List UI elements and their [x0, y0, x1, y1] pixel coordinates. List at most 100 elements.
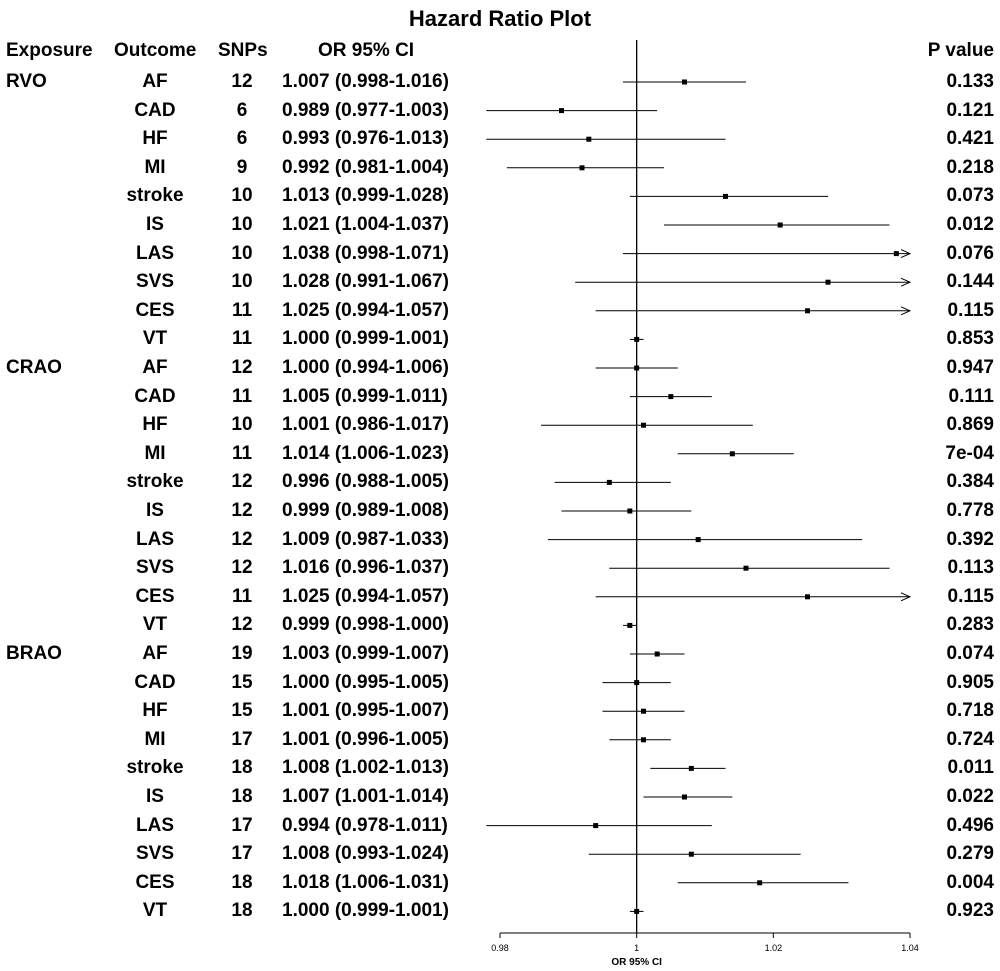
- point-estimate: [559, 108, 564, 114]
- point-estimate: [688, 851, 694, 857]
- outcome-label: CES: [135, 299, 175, 321]
- point-estimate: [627, 622, 633, 628]
- table-row: stroke 10 1.013 (0.999-1.028) 0.073: [0, 182, 1000, 210]
- point-estimate: [805, 594, 810, 600]
- snps-value: 17: [231, 843, 253, 865]
- outcome-label: CAD: [134, 99, 176, 121]
- x-tick-label: 1.04: [901, 943, 919, 953]
- table-row: IS 18 1.007 (1.001-1.014) 0.022: [0, 783, 1000, 811]
- header-outcome: Outcome: [114, 40, 197, 61]
- outcome-label: MI: [144, 156, 166, 178]
- or-ci-value: 0.989 (0.977-1.003): [282, 99, 449, 121]
- or-ci-value: 0.993 (0.976-1.013): [282, 128, 449, 150]
- point-estimate: [579, 165, 585, 171]
- table-row: MI 11 1.014 (1.006-1.023) 7e-04: [0, 440, 1000, 468]
- or-ci-value: 1.025 (0.994-1.057): [282, 585, 449, 607]
- table-row: MI 9 0.992 (0.981-1.004) 0.218: [0, 154, 1000, 182]
- or-ci-value: 1.018 (1.006-1.031): [282, 871, 449, 893]
- outcome-label: HF: [142, 700, 168, 722]
- header-exposure: Exposure: [6, 40, 93, 61]
- outcome-label: MI: [144, 728, 166, 750]
- table-row: BRAO AF 19 1.003 (0.999-1.007) 0.074: [0, 640, 1000, 668]
- or-ci-value: 0.999 (0.989-1.008): [282, 500, 449, 521]
- p-value: 0.384: [946, 471, 994, 493]
- outcome-label: CES: [135, 871, 175, 893]
- point-estimate: [893, 251, 899, 257]
- snps-value: 12: [231, 71, 253, 92]
- snps-value: 6: [236, 128, 248, 150]
- p-value: 0.074: [946, 643, 994, 664]
- table-row: CES 11 1.025 (0.994-1.057) 0.115: [0, 297, 1000, 325]
- table-row: VT 12 0.999 (0.998-1.000) 0.283: [0, 611, 1000, 639]
- outcome-label: VT: [142, 900, 168, 922]
- table-row: SVS 10 1.028 (0.991-1.067) 0.144: [0, 268, 1000, 296]
- or-ci-value: 1.007 (0.998-1.016): [282, 71, 449, 92]
- snps-value: 17: [231, 728, 253, 750]
- point-estimate: [777, 222, 783, 228]
- or-ci-value: 1.000 (0.995-1.005): [282, 671, 449, 693]
- table-row: HF 15 1.001 (0.995-1.007) 0.718: [0, 697, 1000, 725]
- or-ci-value: 1.000 (0.994-1.006): [282, 357, 449, 378]
- or-ci-value: 1.007 (1.001-1.014): [282, 786, 449, 807]
- point-estimate: [641, 422, 646, 428]
- table-row: CES 18 1.018 (1.006-1.031) 0.004: [0, 869, 1000, 897]
- snps-value: 10: [231, 185, 253, 207]
- or-ci-value: 1.038 (0.998-1.071): [282, 242, 449, 264]
- table-row: IS 10 1.021 (1.004-1.037) 0.012: [0, 211, 1000, 239]
- outcome-label: LAS: [136, 814, 174, 836]
- snps-value: 11: [231, 585, 253, 607]
- or-ci-value: 1.025 (0.994-1.057): [282, 299, 449, 321]
- table-row: LAS 12 1.009 (0.987-1.033) 0.392: [0, 526, 1000, 554]
- or-ci-value: 0.996 (0.988-1.005): [282, 471, 449, 493]
- outcome-label: VT: [142, 328, 168, 350]
- p-value: 0.115: [947, 585, 995, 607]
- p-value: 0.869: [946, 414, 994, 436]
- point-estimate: [641, 708, 646, 714]
- p-value: 0.144: [946, 271, 994, 293]
- exposure-label: BRAO: [6, 643, 62, 664]
- outcome-label: CES: [135, 585, 175, 607]
- or-ci-value: 1.005 (0.999-1.011): [282, 385, 448, 407]
- table-row: SVS 17 1.008 (0.993-1.024) 0.279: [0, 840, 1000, 868]
- outcome-label: LAS: [136, 242, 174, 264]
- point-estimate: [695, 537, 701, 543]
- x-axis-label: OR 95% CI: [611, 957, 662, 968]
- snps-value: 12: [231, 614, 253, 636]
- chart-title: Hazard Ratio Plot: [408, 6, 592, 31]
- point-estimate: [757, 880, 763, 886]
- outcome-label: VT: [142, 614, 168, 636]
- point-estimate: [668, 394, 674, 400]
- table-row: SVS 12 1.016 (0.996-1.037) 0.113: [0, 554, 1000, 582]
- p-value: 0.133: [946, 71, 994, 92]
- p-value: 0.022: [946, 786, 994, 807]
- outcome-label: AF: [142, 71, 168, 92]
- outcome-label: SVS: [135, 557, 175, 579]
- p-value: 0.947: [946, 357, 994, 378]
- or-ci-value: 1.013 (0.999-1.028): [282, 185, 449, 207]
- point-estimate: [805, 308, 810, 314]
- p-value: 0.012: [946, 214, 994, 235]
- p-value: 0.011: [947, 757, 995, 779]
- point-estimate: [606, 479, 612, 485]
- table-row: HF 6 0.993 (0.976-1.013) 0.421: [0, 125, 1000, 153]
- point-estimate: [688, 765, 694, 771]
- outcome-label: MI: [144, 442, 166, 464]
- point-estimate: [627, 508, 633, 514]
- point-estimate: [682, 794, 687, 800]
- snps-value: 12: [231, 357, 253, 378]
- p-value: 0.724: [946, 728, 994, 750]
- snps-value: 12: [231, 500, 253, 521]
- snps-value: 15: [231, 671, 253, 693]
- p-value: 0.923: [946, 900, 994, 922]
- or-ci-value: 1.000 (0.999-1.001): [282, 900, 449, 922]
- table-row: stroke 12 0.996 (0.988-1.005) 0.384: [0, 468, 1000, 496]
- or-ci-value: 1.021 (1.004-1.037): [282, 214, 449, 235]
- p-value: 0.496: [946, 814, 994, 836]
- p-value: 0.111: [948, 385, 994, 407]
- x-tick-label: 1: [634, 943, 639, 953]
- or-ci-value: 0.999 (0.998-1.000): [282, 614, 449, 636]
- or-ci-value: 1.001 (0.986-1.017): [282, 414, 449, 436]
- snps-value: 12: [231, 528, 253, 550]
- p-value: 0.218: [946, 156, 994, 178]
